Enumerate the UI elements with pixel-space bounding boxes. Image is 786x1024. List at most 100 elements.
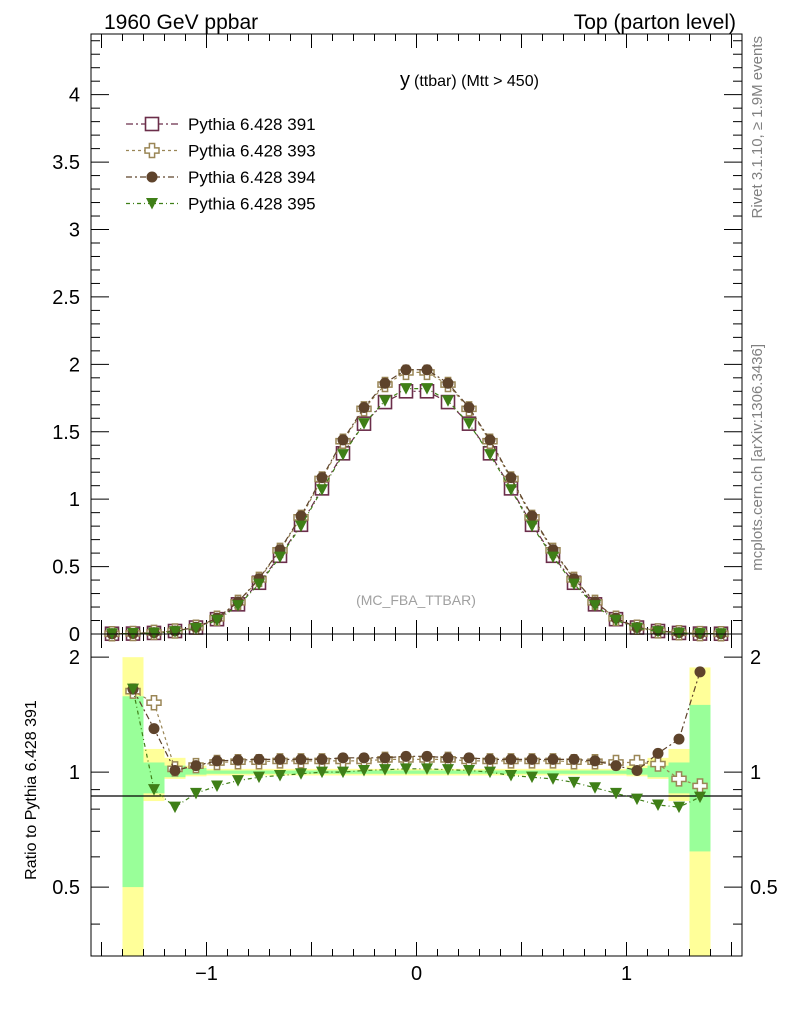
- data-point: [463, 401, 475, 413]
- ratio-point: [631, 793, 643, 806]
- data-point: [547, 551, 559, 564]
- ratio-point: [295, 768, 307, 780]
- ratio-point: [610, 787, 622, 800]
- ratio-series-0: [125, 683, 708, 794]
- ratio-point: [379, 752, 391, 764]
- ratio-point: [169, 801, 181, 814]
- ratio-point: [694, 666, 706, 678]
- ratio-point: [190, 787, 202, 800]
- uncertainty-band-inner: [206, 770, 627, 774]
- legend-marker: [144, 116, 160, 132]
- ratio-point: [442, 752, 454, 764]
- ratio-point: [211, 780, 223, 792]
- ratio-point: [253, 753, 265, 765]
- header-left: 1960 GeV ppbar: [104, 11, 258, 34]
- ratio-point: [671, 771, 687, 787]
- main-series-3: [106, 383, 727, 640]
- main-panel: 00.511.522.533.54 y (ttbar) (Mtt > 450) …: [52, 33, 743, 646]
- legend-label: Pythia 6.428 391: [188, 115, 316, 134]
- ratio-point: [211, 755, 223, 767]
- ratio-point: [484, 753, 496, 765]
- data-point: [358, 401, 370, 413]
- chart-title: y: [400, 69, 410, 91]
- ratio-point: [127, 683, 139, 696]
- ratio-line: [132, 671, 701, 772]
- data-point: [379, 395, 391, 407]
- x-tick-label: −1: [195, 963, 218, 985]
- y-tick-label: 0: [69, 624, 80, 646]
- legend-marker: [146, 171, 158, 183]
- main-ticks: [91, 34, 742, 635]
- data-point: [484, 434, 496, 446]
- data-point: [232, 600, 244, 612]
- header-right: Top (parton level): [574, 11, 736, 34]
- y-tick-label: 4: [69, 85, 80, 107]
- ratio-point: [358, 752, 370, 764]
- x-tick-label: 1: [621, 963, 632, 985]
- rivet-label: Rivet 3.1.10, ≥ 1.9M events: [749, 36, 766, 219]
- ratio-point: [148, 784, 160, 796]
- data-point: [463, 418, 475, 430]
- ratio-series-1: [127, 666, 706, 776]
- ratio-point: [295, 753, 307, 765]
- y-tick-label: 2.5: [52, 287, 80, 309]
- y-tick-label: 0.5: [52, 557, 80, 579]
- data-point: [316, 472, 328, 484]
- legend-label: Pythia 6.428 393: [188, 142, 316, 161]
- data-point: [295, 510, 307, 522]
- ratio-point: [505, 769, 517, 782]
- ratio-point: [337, 766, 349, 779]
- main-series: [104, 364, 729, 642]
- ratio-point: [146, 694, 162, 711]
- ratio-y-tick-label-right: 0.5: [750, 877, 778, 899]
- ratio-ylabel: Ratio to Pythia 6.428 391: [23, 700, 40, 880]
- ratio-point: [610, 760, 622, 772]
- ratio-y-tick-label: 0.5: [52, 877, 80, 899]
- data-point: [295, 520, 307, 533]
- ratio-point: [421, 750, 433, 762]
- data-point: [379, 377, 391, 389]
- uncertainty-band-inner: [143, 762, 165, 794]
- ratio-point: [190, 760, 202, 772]
- legend-marker: [144, 142, 160, 159]
- ratio-ticks: [91, 634, 742, 956]
- legend: Pythia 6.428 391 Pythia 6.428 393 Pythia 6…: [126, 115, 316, 214]
- ratio-y-tick-label: 1: [69, 762, 80, 784]
- data-point: [589, 600, 601, 612]
- data-point: [442, 395, 454, 407]
- legend-marker: [146, 198, 158, 210]
- ratio-point: [589, 755, 601, 767]
- main-y-tick-labels: 0 0.5 1 1.5 2 2.5 3 3.5 4: [52, 85, 80, 646]
- ratio-point: [274, 753, 286, 765]
- data-point: [253, 578, 265, 591]
- data-point: [316, 484, 328, 496]
- ratio-point: [463, 764, 475, 777]
- data-point: [505, 472, 517, 484]
- ratio-point: [169, 764, 181, 776]
- data-point: [211, 614, 223, 627]
- data-point: [631, 622, 643, 635]
- ratio-point: [274, 769, 286, 782]
- data-point: [148, 627, 160, 640]
- legend-entry: Pythia 6.428 394: [126, 168, 316, 187]
- data-point: [400, 383, 412, 395]
- data-point: [505, 484, 517, 496]
- ratio-point: [316, 766, 328, 779]
- ratio-point: [631, 764, 643, 776]
- uncertainty-band-inner: [122, 696, 144, 888]
- data-point: [358, 418, 370, 430]
- ratio-point: [484, 766, 496, 779]
- data-point: [169, 626, 181, 638]
- ratio-line: [132, 688, 701, 808]
- ratio-panel: 0.5 0.5 1 1 2 2 −1 0 1 Ratio to Pythia 6.428 39…: [23, 633, 778, 985]
- data-point: [673, 627, 685, 640]
- data-point: [652, 626, 664, 638]
- legend-label: Pythia 6.428 395: [188, 195, 316, 214]
- ratio-point: [589, 782, 601, 794]
- ratio-point: [400, 750, 412, 762]
- data-point: [568, 578, 580, 591]
- ratio-point: [400, 763, 412, 775]
- ratio-point: [442, 764, 454, 776]
- x-tick-labels: −1 0 1: [195, 963, 632, 985]
